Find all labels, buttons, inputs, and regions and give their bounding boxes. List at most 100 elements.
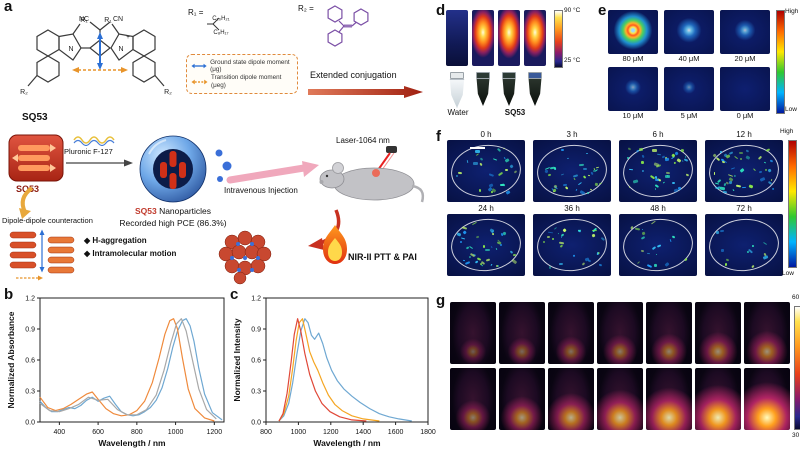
svg-text:0.3: 0.3 bbox=[251, 389, 261, 396]
signal-speckle bbox=[475, 149, 481, 153]
timepoint-label: 36 h bbox=[564, 204, 580, 213]
h-aggregate-stack bbox=[9, 229, 75, 281]
svg-text:0.0: 0.0 bbox=[251, 420, 261, 427]
tube-cap bbox=[528, 72, 542, 79]
organ-outline bbox=[448, 215, 524, 275]
svg-text:Normalized Intensity: Normalized Intensity bbox=[232, 318, 242, 401]
nitrogen-right-label: N bbox=[118, 46, 123, 53]
chart-series-series-orange bbox=[278, 318, 380, 422]
nanoparticle-cluster bbox=[218, 230, 272, 285]
pa-phantom-image bbox=[608, 67, 658, 111]
signal-speckle bbox=[626, 156, 629, 159]
thermal-image-sq53 bbox=[524, 10, 546, 66]
svg-text:0.6: 0.6 bbox=[25, 358, 35, 365]
pa-phantom-image bbox=[720, 67, 770, 111]
panel-label-a: a bbox=[4, 0, 13, 15]
molecule-name: SQ53 bbox=[22, 112, 48, 123]
timepoint-label: 72 h bbox=[736, 204, 752, 213]
signal-speckle bbox=[641, 169, 644, 172]
panel-label-b: b bbox=[4, 286, 14, 303]
signal-speckle bbox=[590, 171, 593, 175]
signal-speckle bbox=[482, 244, 485, 248]
pa-timepoint-cell: 24 h bbox=[446, 204, 526, 276]
signal-speckle bbox=[719, 150, 723, 153]
orange-dashed-arrow-icon bbox=[191, 79, 208, 85]
organ-outline bbox=[534, 215, 610, 275]
panel-b-absorbance-chart: b 400 600 800 1000 1200 0.0 0.3 0.6 0.9 1.2 Wavele… bbox=[4, 286, 230, 450]
panel-label-c: c bbox=[230, 286, 239, 303]
legend-row-ground: Ground state dipole moment (μg) bbox=[191, 59, 293, 73]
np-name-line: SQ53 Nanoparticles bbox=[110, 206, 236, 216]
panel-a-scheme: a NC CN N N bbox=[0, 0, 432, 290]
svg-text:1200: 1200 bbox=[207, 429, 223, 436]
thermal-image-water bbox=[446, 10, 468, 66]
pa-timepoint-cell: 72 h bbox=[704, 204, 784, 276]
timepoint-label: 6 h bbox=[652, 130, 664, 139]
signal-speckle bbox=[586, 191, 589, 195]
pa-phantom-image bbox=[720, 10, 770, 54]
chart-series-series-orange bbox=[39, 318, 215, 422]
tube-photo-sq53 bbox=[472, 72, 494, 106]
mouse-thermal-image bbox=[597, 368, 643, 430]
svg-text:400: 400 bbox=[54, 429, 66, 436]
mouse-thermal-image bbox=[499, 302, 545, 364]
injection-label: Intravenous Injection bbox=[224, 186, 298, 195]
thermal-image-sq53 bbox=[472, 10, 494, 66]
r2-aryl-groups bbox=[327, 5, 369, 47]
down-arrow bbox=[19, 186, 34, 219]
signal-speckle bbox=[680, 148, 684, 152]
blue-double-arrow-icon bbox=[191, 63, 207, 69]
signal-speckle bbox=[654, 187, 657, 190]
chain-c8h17-label: C₈H₁₇ bbox=[214, 30, 229, 36]
colorbar-high-label: High bbox=[780, 128, 794, 135]
application-label: NIR-II PTT & PAI bbox=[348, 252, 417, 262]
svg-text:1.2: 1.2 bbox=[25, 296, 35, 303]
mouse-thermal-image bbox=[548, 302, 594, 364]
signal-speckle bbox=[647, 252, 651, 255]
pa-liver-image bbox=[447, 140, 525, 202]
signal-speckle bbox=[724, 263, 727, 267]
panel-label-g: g bbox=[436, 292, 446, 309]
flame-icon bbox=[323, 225, 347, 264]
nitrogen-left-label: N bbox=[68, 46, 73, 53]
thermal-colorbar bbox=[794, 306, 800, 430]
colorbar-low-label: Low bbox=[782, 270, 794, 277]
signal-speckle bbox=[582, 168, 588, 171]
mouse-head bbox=[319, 169, 345, 189]
panel-e-pa-phantom: e 80 μM 40 μM 20 μM 10 μM 5 μM 0 μM High Low bbox=[598, 2, 800, 126]
mouse-thermal-image bbox=[450, 368, 496, 430]
panel-label-f: f bbox=[436, 128, 441, 145]
transition-dipole-arrow bbox=[72, 67, 128, 73]
mouse-thermal-image bbox=[646, 302, 692, 364]
tube-body bbox=[528, 79, 542, 106]
signal-speckle bbox=[591, 229, 597, 231]
sq53-molecule-structure: NC CN N N + R₁ R₁ R₂ R₂ bbox=[20, 16, 172, 96]
svg-text:0.3: 0.3 bbox=[25, 389, 35, 396]
scale-min-label: 30 bbox=[792, 432, 800, 439]
signal-speckle bbox=[771, 187, 775, 191]
panel-d-photothermal: d 90 °C 25 °C Water SQ53 bbox=[432, 2, 598, 126]
laser-spot bbox=[372, 169, 380, 177]
ground-state-dipole-arrow bbox=[97, 32, 103, 70]
micelle-dots bbox=[215, 149, 232, 182]
signal-speckle bbox=[589, 188, 593, 191]
mouse-thermal-image bbox=[695, 302, 741, 364]
pa-timepoint-cell: 48 h bbox=[618, 204, 698, 276]
pa-intensity-colorbar bbox=[776, 10, 785, 114]
temp-min-label: 25 °C bbox=[564, 57, 581, 64]
dipole-counteraction-label: Dipole-dipole counteraction bbox=[2, 216, 93, 225]
svg-text:Wavelength / nm: Wavelength / nm bbox=[98, 438, 166, 448]
extended-conjugation-arrow bbox=[308, 86, 423, 98]
signal-speckle bbox=[500, 232, 504, 236]
signal-speckle bbox=[472, 161, 478, 165]
laser-beam bbox=[377, 152, 391, 171]
organ-outline bbox=[706, 215, 782, 275]
mouse-nose bbox=[319, 180, 324, 184]
bullet-intramolecular-motion: ◆ Intramolecular motion bbox=[84, 249, 177, 258]
nitrile-left-label: NC bbox=[79, 16, 89, 23]
laser-device-icon bbox=[386, 146, 397, 153]
pa-sample-cell: 20 μM bbox=[720, 10, 770, 64]
signal-speckle bbox=[746, 250, 749, 253]
pa-sample-cell: 0 μM bbox=[720, 67, 770, 121]
legend-row-transition: Transition dipole moment (μeg) bbox=[191, 74, 293, 89]
